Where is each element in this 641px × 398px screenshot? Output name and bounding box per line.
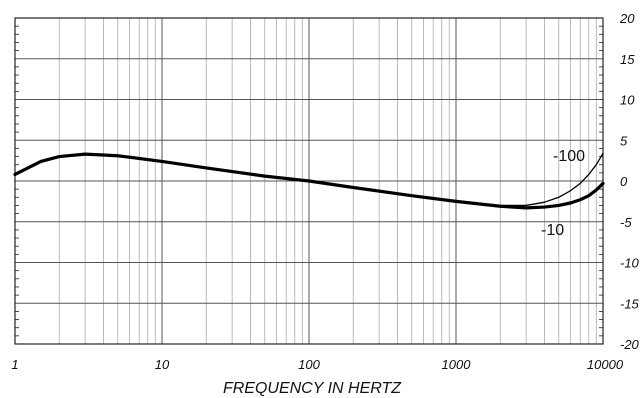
y-tick-label: -20 <box>620 337 640 352</box>
y-tick-label: 20 <box>619 11 635 26</box>
series-line-1 <box>13 152 605 210</box>
y-tick-label: -5 <box>620 215 632 230</box>
plot-frame <box>14 17 604 345</box>
y-tick-label: 15 <box>620 52 635 67</box>
x-tick-label: 10000 <box>587 357 624 372</box>
x-tick-label: 1000 <box>442 357 472 372</box>
series-lines <box>13 152 605 210</box>
y-tick-label: 10 <box>620 93 635 108</box>
y-tick-label: -10 <box>620 256 640 271</box>
x-tick-label: 10 <box>155 357 170 372</box>
x-axis-label: FREQUENCY IN HERTZ <box>223 380 402 397</box>
y-tick-label: 5 <box>620 133 628 148</box>
tick-labels: 1 10 100 1000 10000 20 15 10 5 0 -5 -10 -15 -20 -100 -1… <box>11 11 639 372</box>
series-label--10: -10 <box>541 222 564 239</box>
plot-border <box>14 17 604 345</box>
x-tick-label: 100 <box>298 357 320 372</box>
y-tick-label: 0 <box>620 174 628 189</box>
series-label--100: -100 <box>553 148 585 165</box>
y-tick-label: -15 <box>620 296 640 311</box>
x-tick-label: 1 <box>11 357 18 372</box>
